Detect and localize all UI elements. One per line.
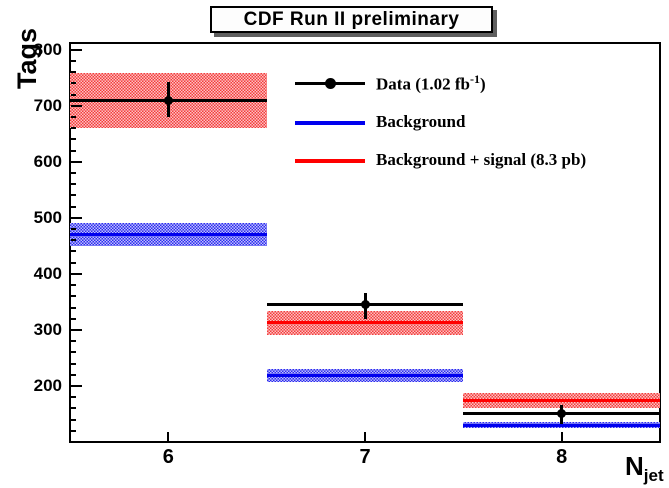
y-axis-minor-tick <box>71 429 76 432</box>
y-axis-minor-tick <box>71 127 76 130</box>
y-axis-minor-tick <box>71 93 76 96</box>
x-tick-label: 7 <box>359 446 371 468</box>
y-axis-major-tick <box>71 272 82 275</box>
y-axis-minor-tick <box>71 306 76 309</box>
y-axis-minor-tick <box>71 205 76 208</box>
signal-central-line <box>463 399 660 403</box>
legend-line-signal <box>295 159 365 163</box>
background-central-line <box>266 373 464 377</box>
y-axis-major-tick <box>71 384 82 387</box>
y-tick-label: 500 <box>33 207 62 227</box>
y-tick-label: 800 <box>33 39 62 59</box>
y-axis-minor-tick <box>71 250 76 253</box>
data-point-marker <box>360 300 370 310</box>
background-central-line <box>70 233 267 237</box>
signal-central-line <box>266 321 464 325</box>
chart-title: CDF Run II preliminary <box>243 8 460 30</box>
y-axis-minor-tick <box>71 317 76 320</box>
legend-data-marker-icon <box>324 77 336 89</box>
y-axis-minor-tick <box>71 295 76 298</box>
y-axis-minor-tick <box>71 59 76 62</box>
y-axis-major-tick <box>71 160 82 163</box>
y-axis-minor-tick <box>71 340 76 343</box>
y-axis-minor-tick <box>71 71 76 74</box>
y-tick-label: 700 <box>33 95 62 115</box>
y-axis-minor-tick <box>71 373 76 376</box>
y-axis-minor-tick <box>71 115 76 118</box>
y-axis-minor-tick <box>71 82 76 85</box>
y-axis-major-tick <box>71 216 82 219</box>
y-axis-minor-tick <box>71 261 76 264</box>
y-axis-minor-tick <box>71 239 76 242</box>
title-box: CDF Run II preliminary <box>210 6 493 33</box>
y-axis-minor-tick <box>71 351 76 354</box>
y-axis-minor-tick <box>71 396 76 399</box>
x-tick-label: 8 <box>556 446 568 468</box>
y-axis-minor-tick <box>71 183 76 186</box>
legend-label-background: Background <box>376 112 466 131</box>
legend-line-background <box>295 121 365 125</box>
data-point-marker <box>557 409 567 419</box>
y-axis-minor-tick <box>71 407 76 410</box>
data-point-marker <box>163 95 173 105</box>
y-axis-major-tick <box>71 104 82 107</box>
x-axis-major-tick <box>560 432 563 441</box>
y-axis-major-tick <box>71 328 82 331</box>
x-tick-label: 6 <box>162 446 174 468</box>
y-axis-minor-tick <box>71 194 76 197</box>
x-axis-major-tick <box>167 432 170 441</box>
y-axis-major-tick <box>71 48 82 51</box>
y-tick-label: 400 <box>33 263 62 283</box>
background-central-line <box>463 423 660 427</box>
legend-label-signal: Background + signal (8.3 pb) <box>376 150 587 169</box>
y-tick-label: 200 <box>33 375 62 395</box>
y-axis-minor-tick <box>71 138 76 141</box>
y-axis-minor-tick <box>71 228 76 231</box>
legend-label-data: Data (1.02 fb-1) <box>376 72 486 94</box>
y-axis-minor-tick <box>71 149 76 152</box>
x-axis-title-base: N <box>625 451 644 481</box>
x-axis-title-subscript: jet <box>643 466 664 486</box>
x-axis-major-tick <box>364 432 366 441</box>
y-tick-label: 600 <box>33 151 62 171</box>
y-axis-minor-tick <box>71 418 76 421</box>
y-tick-label: 300 <box>33 319 62 339</box>
y-axis-minor-tick <box>71 172 76 174</box>
y-axis-minor-tick <box>71 362 76 365</box>
y-axis-minor-tick <box>71 284 76 287</box>
x-axis-title: Njet <box>625 451 664 486</box>
